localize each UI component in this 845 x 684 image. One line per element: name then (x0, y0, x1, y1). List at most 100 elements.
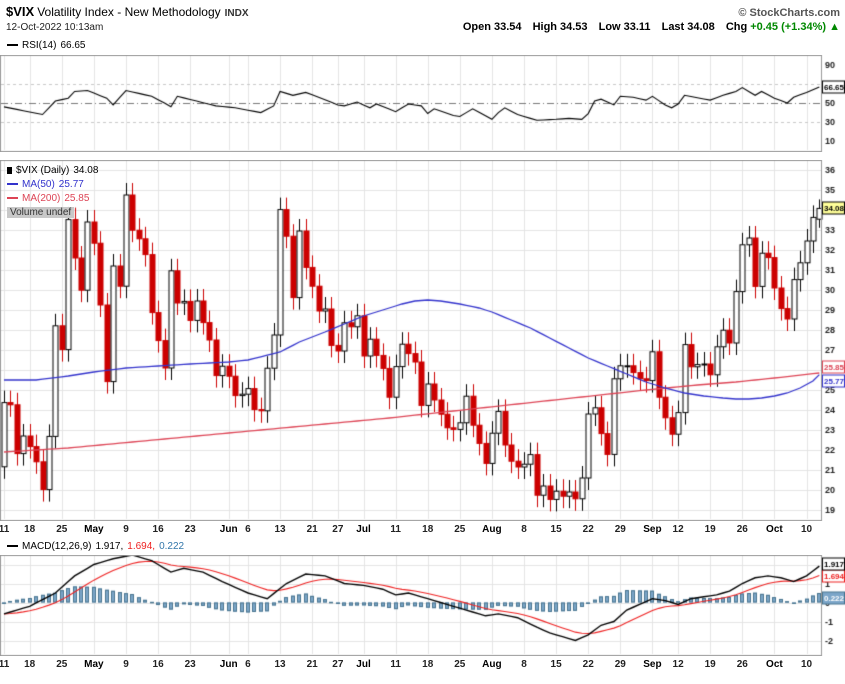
x-axis-day-label: 22 (582, 659, 594, 670)
x-axis-day-label: 13 (274, 659, 286, 670)
x-axis-day-label: 22 (582, 524, 594, 535)
low-value: 33.11 (623, 21, 651, 33)
macd-signal-value: 1.694, (127, 541, 156, 552)
up-arrow-icon: ▲ (829, 21, 840, 33)
x-axis-day-label: 12 (672, 524, 684, 535)
x-axis-day-label: 23 (184, 524, 196, 535)
chg-label: Chg (725, 21, 748, 33)
chg-value: +0.45 (+1.34%) (750, 21, 827, 33)
low-label: Low (598, 21, 621, 33)
x-axis-day-label: 9 (123, 524, 129, 535)
x-axis-day-label: 8 (521, 524, 527, 535)
ma200-legend: MA(200) 25.85 (7, 193, 89, 205)
ma50-label: MA(50) (22, 179, 55, 190)
rsi-panel-canvas (0, 55, 845, 152)
last-value: 34.08 (687, 21, 715, 33)
volume-label: Volume (10, 207, 44, 218)
ma200-label: MA(200) (22, 193, 61, 204)
x-axis-month-label: May (84, 659, 104, 670)
x-axis-day-label: 25 (56, 524, 68, 535)
x-axis-day-label: 18 (422, 659, 434, 670)
candle-marker-icon (7, 166, 12, 174)
macd-line-marker-icon (7, 545, 18, 548)
x-axis-month-label: Jun (219, 524, 238, 535)
macd-value: 1.917, (95, 541, 124, 552)
symbol-name: Volatility Index - New Methodology (37, 5, 221, 19)
x-axis-day-label: 21 (306, 659, 318, 670)
x-axis-month-label: Jul (356, 659, 371, 670)
x-axis-month-label: Oct (766, 659, 783, 670)
x-axis-month-label: Jul (356, 524, 371, 535)
x-axis-day-label: 11 (0, 524, 10, 535)
last-label: Last (661, 21, 685, 33)
rsi-label: RSI(14) (22, 40, 57, 51)
x-axis-month-label: Sep (643, 524, 662, 535)
macd-panel-canvas (0, 555, 845, 656)
price-legend: $VIX (Daily) 34.08 (7, 165, 98, 177)
x-axis-day-label: 6 (245, 524, 251, 535)
rsi-line-marker-icon (7, 44, 18, 47)
x-axis-day-label: 27 (332, 524, 344, 535)
x-axis-top: 11 18 25 May 9 16 23 Jun 6 13 21 27 Jul 11 18 25 Aug 8 15 2… (0, 523, 845, 538)
quote-summary: Open 33.54 High 34.53 Low 33.11 Last 34.08 C… (463, 21, 840, 33)
volume-undef-badge: Volume undef (7, 207, 75, 218)
x-axis-month-label: Jun (219, 659, 238, 670)
x-axis-day-label: 11 (0, 659, 10, 670)
chart-title: $VIX Volatility Index - New Methodology IN… (6, 3, 249, 21)
x-axis-month-label: Aug (482, 524, 502, 535)
ma200-value: 25.85 (64, 193, 90, 204)
x-axis-day-label: 25 (454, 524, 466, 535)
x-axis-day-label: 10 (800, 524, 813, 535)
x-axis-day-label: 26 (736, 659, 748, 670)
x-axis-day-label: 16 (152, 659, 164, 670)
x-axis-month-label: Aug (482, 659, 502, 670)
price-panel-canvas (0, 160, 845, 521)
x-axis-day-label: 8 (521, 659, 527, 670)
x-axis-day-label: 19 (704, 659, 716, 670)
x-axis-day-label: 13 (274, 524, 286, 535)
x-axis-day-label: 12 (672, 659, 684, 670)
x-axis-month-label: Sep (643, 659, 662, 670)
symbol: $VIX (6, 4, 35, 19)
price-series-label: $VIX (Daily) (16, 165, 70, 176)
quote-row: 12-Oct-2022 10:13am Open 33.54 High 34.53 … (6, 21, 840, 33)
x-axis-month-label: Oct (766, 524, 783, 535)
x-axis-day-label: 19 (704, 524, 716, 535)
x-axis-day-label: 11 (390, 524, 401, 535)
x-axis-day-label: 26 (736, 524, 748, 535)
x-axis-bottom: 11 18 25 May 9 16 23 Jun 6 13 21 27 Jul 11 18 25 Aug 8 15 2… (0, 658, 845, 673)
price-series-value: 34.08 (73, 165, 99, 176)
x-axis-day-label: 25 (56, 659, 68, 670)
rsi-value: 66.65 (60, 40, 86, 51)
ma50-legend: MA(50) 25.77 (7, 179, 84, 191)
macd-label: MACD(12,26,9) (22, 541, 92, 552)
x-axis-day-label: 18 (24, 659, 36, 670)
x-axis-day-label: 15 (550, 659, 562, 670)
open-label: Open (462, 21, 491, 33)
macd-legend: MACD(12,26,9) 1.917, 1.694, 0.222 (7, 541, 184, 553)
x-axis-day-label: 6 (245, 659, 251, 670)
volume-value: undef (46, 207, 72, 218)
x-axis-day-label: 18 (422, 524, 434, 535)
rsi-legend: RSI(14) 66.65 (7, 40, 85, 52)
x-axis-day-label: 23 (184, 659, 196, 670)
x-axis-day-label: 25 (454, 659, 466, 670)
x-axis-month-label: May (84, 524, 104, 535)
x-axis-day-label: 15 (550, 524, 562, 535)
x-axis-day-label: 9 (123, 659, 129, 670)
x-axis-day-label: 27 (332, 659, 344, 670)
x-axis-day-label: 21 (306, 524, 318, 535)
x-axis-day-label: 18 (24, 524, 36, 535)
x-axis-day-label: 29 (614, 524, 626, 535)
x-axis-day-label: 10 (800, 659, 813, 670)
high-label: High (532, 21, 558, 33)
volume-legend: Volume undef (7, 207, 75, 219)
high-value: 34.53 (560, 21, 588, 33)
exchange-label: INDX (224, 8, 249, 19)
ma200-line-marker-icon (7, 197, 18, 200)
x-axis-day-label: 29 (614, 659, 626, 670)
timestamp: 12-Oct-2022 10:13am (6, 22, 104, 33)
ma50-value: 25.77 (58, 179, 84, 190)
open-value: 33.54 (493, 21, 522, 33)
